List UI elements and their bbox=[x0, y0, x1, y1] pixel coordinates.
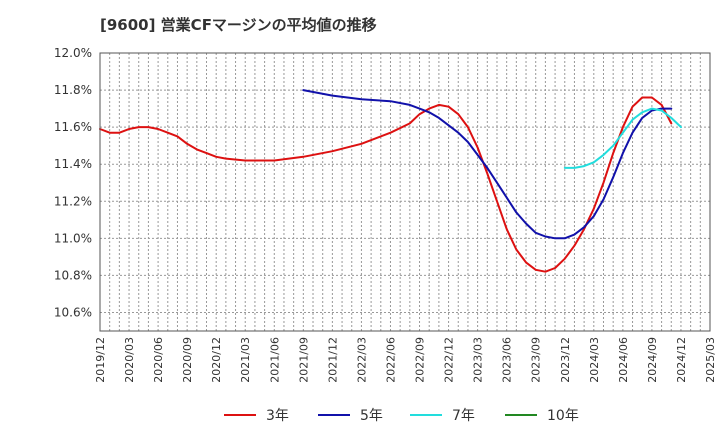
series-line-1 bbox=[302, 89, 673, 240]
x-tick-label: 2023/03 bbox=[472, 337, 485, 383]
y-tick-label: 11.2% bbox=[54, 194, 92, 208]
x-tick-label: 2020/06 bbox=[152, 337, 165, 383]
chart-title: [9600] 営業CFマージンの平均値の推移 bbox=[100, 16, 377, 34]
legend-item-7yr[interactable]: 7年 bbox=[410, 404, 475, 426]
y-tick-label: 12.0% bbox=[54, 46, 92, 60]
y-tick-label: 11.8% bbox=[54, 83, 92, 97]
x-tick-label: 2024/09 bbox=[646, 337, 659, 383]
plot-area bbox=[100, 53, 710, 331]
series-layer bbox=[99, 89, 682, 273]
legend-item-5yr[interactable]: 5年 bbox=[318, 404, 383, 426]
x-tick-label: 2022/09 bbox=[414, 337, 427, 383]
x-tick-label: 2019/12 bbox=[94, 337, 107, 383]
x-tick-label: 2022/03 bbox=[355, 337, 368, 383]
x-tick-label: 2023/09 bbox=[530, 337, 543, 383]
legend-label-7yr: 7年 bbox=[452, 408, 475, 424]
legend-swatch-5yr bbox=[318, 414, 350, 416]
x-tick-label: 2021/06 bbox=[268, 337, 281, 383]
plot-border bbox=[99, 52, 711, 332]
y-tick-label: 11.6% bbox=[54, 120, 92, 134]
x-tick-label: 2022/12 bbox=[443, 337, 456, 383]
x-tick-label: 2024/06 bbox=[617, 337, 630, 383]
x-tick-label: 2020/03 bbox=[123, 337, 136, 383]
x-tick-label: 2025/03 bbox=[704, 337, 717, 383]
y-tick-label: 10.8% bbox=[54, 268, 92, 282]
x-tick-label: 2021/03 bbox=[239, 337, 252, 383]
legend-label-10yr: 10年 bbox=[547, 408, 579, 424]
x-tick-label: 2020/09 bbox=[181, 337, 194, 383]
series-line-0 bbox=[99, 96, 673, 273]
legend-label-3yr: 3年 bbox=[266, 408, 289, 424]
x-tick-label: 2022/06 bbox=[384, 337, 397, 383]
y-tick-label: 11.4% bbox=[54, 157, 92, 171]
y-tick-label: 10.6% bbox=[54, 305, 92, 319]
x-tick-label: 2024/03 bbox=[588, 337, 601, 383]
series-line-2 bbox=[563, 107, 682, 169]
legend-swatch-3yr bbox=[224, 414, 256, 416]
legend-item-3yr[interactable]: 3年 bbox=[224, 404, 289, 426]
legend: 3年 5年 7年 10年 bbox=[0, 404, 720, 428]
x-tick-label: 2021/12 bbox=[326, 337, 339, 383]
axis-layer: 10.6% 10.8% 11.0% 11.2% 11.4% 11.6% 11.8% 12.0%… bbox=[54, 46, 717, 383]
x-tick-label: 2021/09 bbox=[297, 337, 310, 383]
x-tick-label: 2023/06 bbox=[501, 337, 514, 383]
x-tick-label: 2024/12 bbox=[675, 337, 688, 383]
legend-swatch-7yr bbox=[410, 414, 442, 416]
x-tick-label: 2020/12 bbox=[210, 337, 223, 383]
grid-layer bbox=[99, 52, 711, 331]
x-tick-label: 2023/12 bbox=[559, 337, 572, 383]
legend-swatch-10yr bbox=[505, 414, 537, 416]
legend-item-10yr[interactable]: 10年 bbox=[505, 404, 579, 426]
legend-label-5yr: 5年 bbox=[360, 408, 383, 424]
y-tick-label: 11.0% bbox=[54, 231, 92, 245]
